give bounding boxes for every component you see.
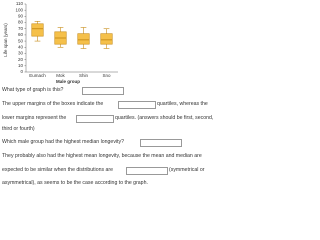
box: [77, 33, 90, 45]
y-axis-label: Life span (years): [3, 23, 8, 57]
y-tick-label: 50: [18, 38, 24, 43]
question-text: third or fourth): [2, 126, 35, 132]
x-tick-label: Sno: [102, 73, 111, 78]
y-tick-label: 60: [18, 32, 24, 37]
y-tick-label: 80: [18, 20, 24, 25]
question-text: Which male group had the highest median …: [2, 139, 124, 145]
x-axis-label: Male group: [56, 79, 80, 84]
question-text: expected to be similar when the distribu…: [2, 167, 114, 173]
question-text: What type of graph is this?: [2, 87, 64, 93]
x-tick-label: Mok: [56, 73, 65, 78]
y-tick-label: 0: [20, 69, 23, 74]
question-text: asymmetrical), as seems to be the case a…: [2, 180, 148, 186]
question-text: lower margins represent the: [2, 115, 67, 121]
box: [31, 23, 44, 37]
y-tick-label: 20: [18, 57, 24, 62]
question-text: (symmetrical or: [169, 167, 205, 173]
question-text: quartiles. (answers should be first, sec…: [115, 115, 214, 121]
question-text: The upper margins of the boxes indicate …: [2, 101, 104, 107]
question-text: quartiles, whereas the: [157, 101, 208, 107]
answer-input[interactable]: [126, 167, 168, 175]
answer-input[interactable]: [82, 87, 124, 95]
answer-input[interactable]: [118, 101, 156, 109]
y-tick-label: 90: [18, 14, 24, 19]
y-tick-label: 40: [18, 44, 24, 49]
y-tick-label: 70: [18, 26, 24, 31]
y-tick-label: 110: [16, 1, 24, 6]
answer-input[interactable]: [140, 139, 182, 147]
y-tick-label: 100: [15, 7, 23, 12]
y-tick-label: 10: [18, 63, 24, 68]
x-tick-label: Eumach: [29, 73, 46, 78]
y-tick-label: 30: [18, 51, 24, 56]
page: Life span (years) Male group 0 10 20 30 40 50…: [0, 0, 213, 190]
question-text: They probably also had the highest mean …: [2, 153, 202, 159]
answer-input[interactable]: [76, 115, 114, 123]
box: [100, 33, 113, 45]
x-tick-label: Shin: [79, 73, 89, 78]
